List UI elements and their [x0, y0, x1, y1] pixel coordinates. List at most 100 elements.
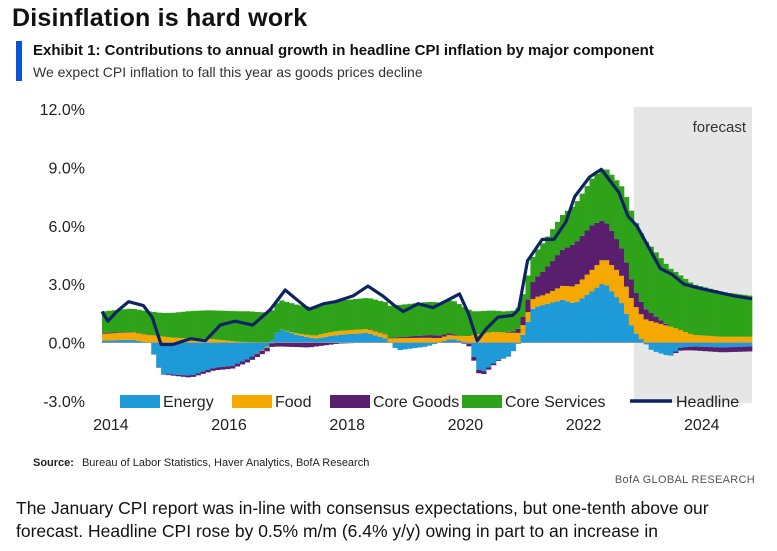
bar-segment-core-services: [269, 310, 275, 340]
bar-segment-energy: [210, 342, 216, 369]
bar-segment-energy: [225, 342, 231, 367]
bar-segment-core-goods: [106, 332, 113, 334]
bar-segment-food: [604, 260, 610, 286]
bar-segment-energy: [707, 342, 713, 348]
bar-segment-energy: [505, 342, 512, 357]
bar-segment-core-services: [102, 311, 108, 333]
legend-swatch-food: [232, 395, 272, 408]
bar-segment-core-goods: [161, 373, 167, 375]
bar-segment-energy: [668, 342, 674, 356]
bar-segment-core-services: [234, 311, 241, 342]
bar-segment-core-goods: [732, 347, 738, 352]
bar-segment-food: [466, 336, 472, 343]
bar-segment-food: [515, 332, 521, 343]
exhibit-title: Exhibit 1: Contributions to annual growt…: [33, 42, 654, 59]
legend-swatch-core-goods: [330, 395, 370, 408]
y-tick-label: 12.0%: [40, 102, 85, 119]
bar-segment-energy: [451, 339, 457, 343]
bar-segment-core-goods: [619, 248, 625, 276]
bar-segment-core-services: [697, 286, 704, 336]
bar-segment-energy: [732, 342, 738, 348]
bar-segment-food: [131, 332, 137, 341]
bar-segment-food: [303, 334, 310, 337]
bar-segment-food: [146, 334, 152, 343]
bar-segment-core-services: [427, 301, 433, 336]
bar-segment-food: [550, 290, 556, 303]
bar-segment-core-services: [387, 305, 393, 338]
bar-segment-core-services: [722, 292, 728, 337]
bar-segment-energy: [697, 342, 704, 347]
bar-segment-energy: [623, 313, 630, 343]
bar-segment-core-services: [294, 304, 300, 334]
bar-segment-energy: [106, 340, 113, 343]
bar-segment-core-services: [633, 223, 640, 293]
bar-segment-energy: [205, 342, 211, 371]
bar-segment-core-goods: [476, 369, 482, 374]
bar-segment-core-goods: [249, 356, 255, 360]
bar-segment-core-services: [525, 275, 531, 300]
bar-segment-energy: [540, 305, 546, 343]
bar-segment-energy: [362, 333, 369, 343]
legend-swatch-energy: [120, 395, 160, 408]
bar-segment-energy: [584, 294, 590, 343]
bar-segment-core-goods: [170, 374, 177, 376]
x-tick-label: 2016: [211, 417, 247, 434]
bar-segment-core-services: [323, 303, 329, 333]
bar-segment-core-goods: [599, 220, 605, 261]
bar-segment-core-goods: [545, 266, 551, 294]
bar-segment-energy: [254, 342, 260, 354]
bar-segment-core-goods: [230, 365, 236, 369]
article-line-1: The January CPI report was in-line with …: [16, 498, 709, 518]
y-tick-label: 3.0%: [49, 277, 85, 294]
bar-segment-energy: [397, 342, 403, 351]
bar-segment-core-services: [712, 290, 718, 337]
bar-segment-core-services: [658, 258, 664, 321]
bar-segment-core-services: [225, 310, 231, 341]
bar-segment-energy: [555, 301, 561, 343]
bar-segment-core-goods: [461, 342, 467, 344]
bar-segment-core-goods: [175, 374, 182, 377]
bar-segment-core-goods: [648, 313, 654, 322]
bar-segment-food: [446, 335, 452, 340]
bar-segment-core-services: [476, 311, 482, 335]
bar-segment-food: [436, 337, 443, 343]
bar-segment-energy: [274, 332, 280, 343]
headline-line: [100, 167, 753, 347]
bar-segment-food: [510, 332, 516, 343]
bar-segment-food: [136, 333, 142, 341]
bar-segment-food: [343, 330, 349, 335]
bar-segment-energy: [673, 342, 679, 352]
bar-segment-energy: [510, 342, 516, 352]
bar-segment-food: [358, 329, 364, 334]
bar-segment-food: [402, 338, 408, 343]
bar-segment-core-services: [141, 310, 147, 334]
bar-segment-core-goods: [239, 361, 246, 365]
bar-segment-core-goods: [417, 335, 423, 338]
bar-segment-food: [707, 335, 713, 343]
bar-segment-core-services: [289, 303, 295, 333]
bar-segment-core-services: [614, 180, 620, 240]
bar-segment-energy: [220, 342, 226, 367]
bar-segment-food: [495, 332, 502, 343]
bar-segment-core-services: [486, 310, 492, 333]
bar-segment-core-goods: [264, 347, 270, 352]
bar-segment-energy: [678, 342, 684, 348]
bar-segment-core-goods: [180, 375, 187, 377]
bar-segment-core-goods: [535, 276, 541, 297]
bar-segment-energy: [318, 337, 324, 343]
bar-segment-core-services: [230, 311, 236, 342]
bar-segment-energy: [348, 334, 354, 343]
bar-segment-core-goods: [614, 239, 620, 270]
legend-label: Energy: [163, 394, 214, 411]
bar-segment-energy: [550, 302, 556, 343]
bar-segment-core-goods: [520, 316, 526, 326]
bar-segment-energy: [712, 342, 718, 348]
bar-segment-energy: [289, 333, 295, 343]
bar-segment-food: [161, 336, 167, 343]
bar-segment-core-services: [279, 300, 285, 330]
bar-segment-food: [727, 336, 733, 343]
bar-segment-energy: [486, 342, 492, 368]
bar-segment-core-goods: [579, 235, 585, 280]
bar-segment-core-goods: [407, 336, 413, 339]
bar-segment-core-services: [446, 300, 452, 334]
